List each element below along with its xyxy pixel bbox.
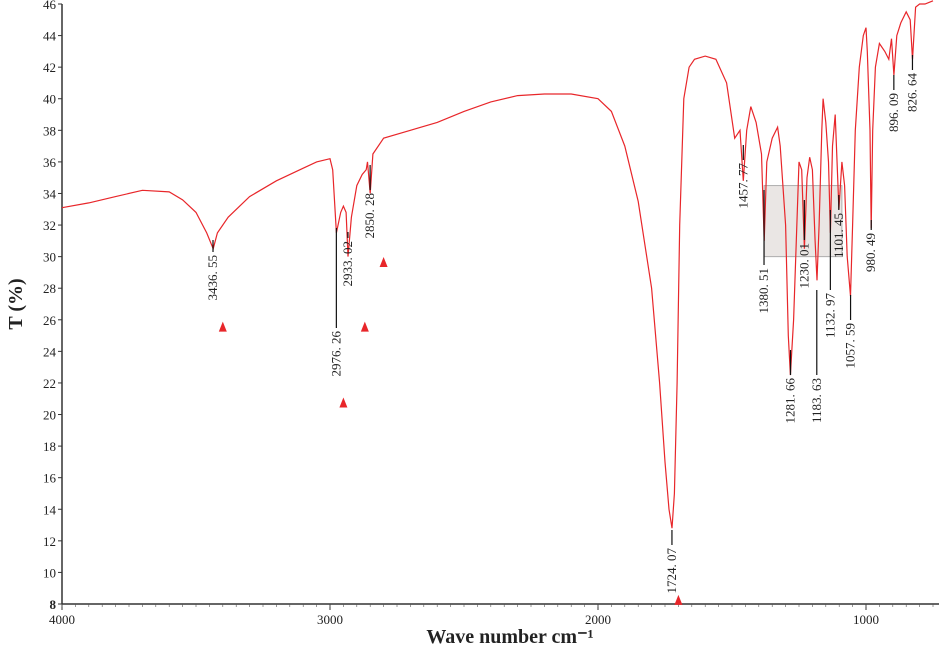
peak-label: 1281. 66 [783, 378, 798, 424]
peak-label: 1230. 01 [796, 243, 811, 289]
y-tick-label: 22 [43, 376, 56, 391]
x-axis-label: Wave number cm⁻¹ [426, 626, 593, 648]
marker-triangle [339, 397, 348, 408]
peak-label: 1457. 77 [735, 163, 750, 209]
peak-label: 2976. 26 [328, 331, 343, 377]
y-tick-label: 44 [43, 29, 57, 44]
y-tick-label: 40 [43, 92, 56, 107]
peak-label: 1057. 59 [843, 323, 858, 369]
peak-label: 1183. 63 [809, 378, 824, 423]
y-tick-label: 28 [43, 281, 56, 296]
marker-triangle [674, 594, 683, 605]
y-tick-label: 30 [43, 250, 56, 265]
x-tick-label: 3000 [317, 612, 343, 627]
peak-label: 1101. 45 [831, 213, 846, 258]
y-tick-label: 20 [43, 408, 56, 423]
x-tick-label: 2000 [585, 612, 611, 627]
peak-label: 2850. 28 [362, 193, 377, 239]
y-tick-label: 10 [43, 565, 56, 580]
peak-label: 1132. 97 [822, 293, 837, 339]
y-tick-label: 34 [43, 186, 57, 201]
peak-label: 1380. 51 [756, 268, 771, 314]
x-tick-label: 1000 [853, 612, 879, 627]
y-tick-label: 18 [43, 439, 56, 454]
y-axis-label: T (%) [5, 278, 27, 329]
y-tick-label: 8 [50, 597, 57, 612]
y-tick-label: 42 [43, 60, 56, 75]
y-tick-label: 14 [43, 502, 57, 517]
marker-triangle [218, 321, 227, 332]
spectrum-line [61, 0, 934, 529]
x-tick-label: 4000 [49, 612, 75, 627]
peak-label: 1724. 07 [664, 548, 679, 594]
y-tick-label: 16 [43, 471, 57, 486]
y-tick-label: 38 [43, 123, 56, 138]
y-tick-label: 46 [43, 0, 57, 12]
y-tick-label: 36 [43, 155, 57, 170]
y-tick-label: 26 [43, 313, 57, 328]
peak-label: 980. 49 [863, 233, 878, 272]
y-tick-label: 12 [43, 534, 56, 549]
peak-label: 3436. 55 [205, 255, 220, 301]
peak-label: 896. 09 [886, 93, 901, 132]
y-tick-label: 32 [43, 218, 56, 233]
marker-triangle [360, 321, 369, 332]
marker-triangle [379, 256, 388, 267]
peak-label: 826. 64 [904, 73, 919, 113]
y-tick-label: 24 [43, 344, 57, 359]
peak-label: 2933. 02 [340, 241, 355, 287]
